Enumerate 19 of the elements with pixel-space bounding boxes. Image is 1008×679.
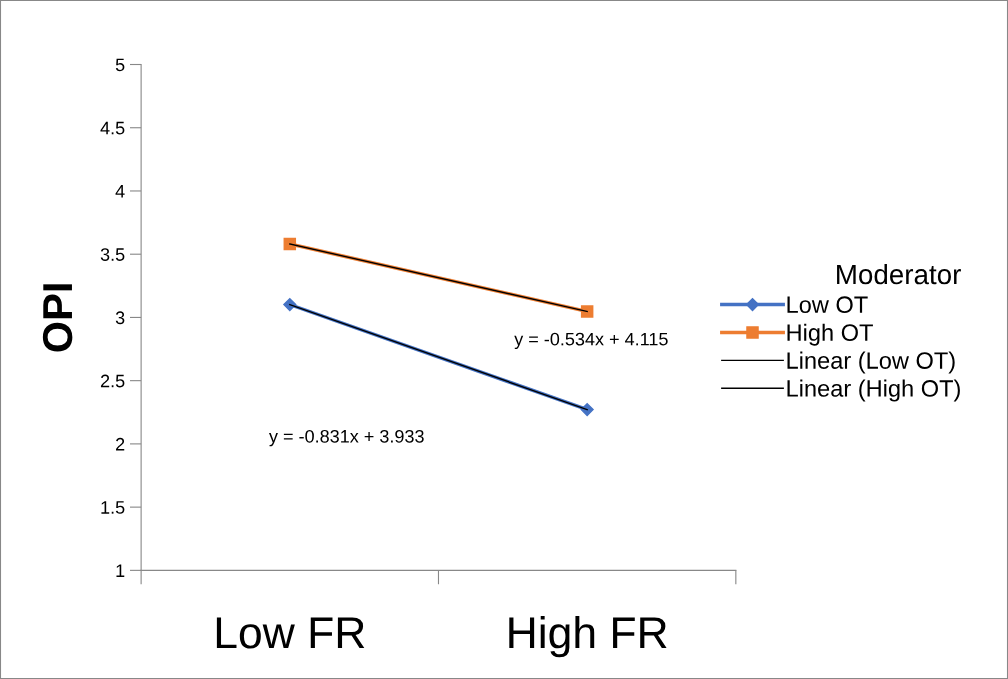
y-tick-label: 5 <box>115 58 125 72</box>
y-tick-label: 2 <box>116 437 125 451</box>
annotation: y = -0.534x + 4.115 <box>514 332 668 350</box>
legend-label: Linear (Low OT) <box>787 351 955 374</box>
y-axis-title: OPI <box>42 284 73 352</box>
y-tick-label: 4 <box>115 185 125 198</box>
legend-title: Moderator <box>837 263 961 285</box>
legend-label: Linear (High OT) <box>787 379 960 402</box>
annotation: y = -0.831x + 3.933 <box>269 429 424 447</box>
y-tick-label: 3.5 <box>100 248 125 261</box>
y-tick-label: 2.5 <box>100 374 125 388</box>
y-tick-label: 3 <box>115 311 125 325</box>
y-tick-label: 1 <box>116 564 125 577</box>
legend-label: Low OT <box>787 296 868 314</box>
legend-label: High OT <box>787 323 873 346</box>
x-tick-label: Low FR <box>216 617 365 649</box>
x-tick-label: High FR <box>509 615 667 658</box>
y-tick-label: 1.5 <box>101 501 125 514</box>
y-tick-label: 4.5 <box>100 121 125 135</box>
